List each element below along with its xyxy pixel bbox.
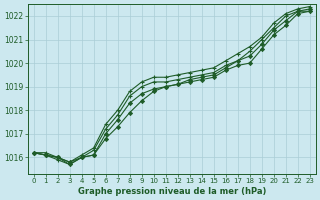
- X-axis label: Graphe pression niveau de la mer (hPa): Graphe pression niveau de la mer (hPa): [77, 187, 266, 196]
